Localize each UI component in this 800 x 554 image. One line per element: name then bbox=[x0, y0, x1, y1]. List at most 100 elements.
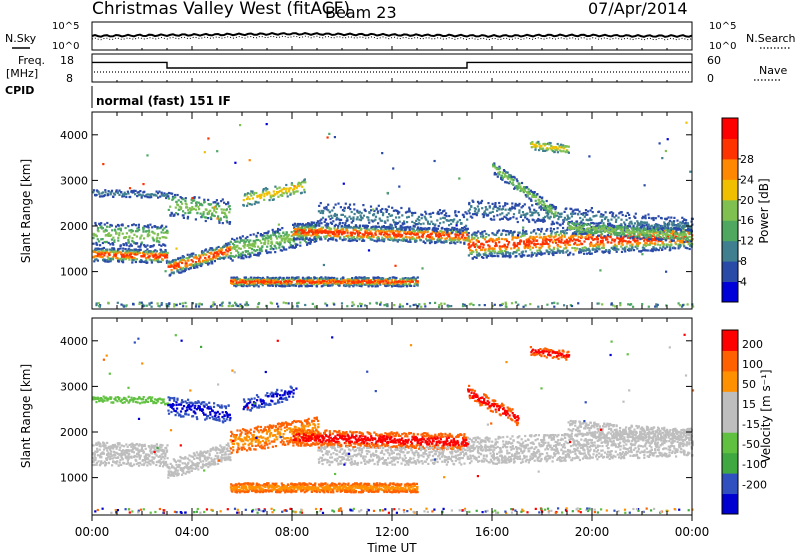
data-cell bbox=[440, 241, 443, 244]
data-cell bbox=[146, 233, 149, 236]
data-cell bbox=[177, 199, 180, 202]
data-cell bbox=[254, 242, 257, 245]
data-cell bbox=[647, 243, 650, 246]
data-cell bbox=[540, 227, 543, 230]
data-cell bbox=[334, 212, 337, 216]
data-cell bbox=[530, 231, 533, 234]
data-cell bbox=[136, 252, 139, 255]
data-cell bbox=[165, 231, 168, 234]
data-cell bbox=[146, 244, 149, 247]
data-cell bbox=[558, 249, 561, 252]
data-cell bbox=[454, 233, 457, 236]
data-cell bbox=[181, 261, 184, 265]
data-cell bbox=[334, 233, 337, 236]
data-cell bbox=[400, 228, 403, 231]
data-cell bbox=[631, 243, 634, 246]
data-cell bbox=[476, 200, 480, 203]
data-cell bbox=[395, 216, 398, 219]
data-cell bbox=[397, 231, 400, 234]
data-cell bbox=[102, 249, 105, 252]
data-cell bbox=[132, 190, 135, 193]
data-cell bbox=[413, 231, 416, 234]
data-cell bbox=[431, 236, 434, 239]
data-cell bbox=[217, 253, 220, 256]
data-cell bbox=[498, 165, 501, 168]
data-cell bbox=[266, 234, 269, 237]
data-cell bbox=[136, 230, 139, 233]
data-cell bbox=[283, 248, 286, 251]
data-cell bbox=[94, 223, 97, 226]
cpid-label: CPID bbox=[5, 84, 34, 97]
data-cell bbox=[228, 205, 231, 208]
data-cell bbox=[149, 252, 152, 255]
data-cell bbox=[257, 276, 260, 279]
site-title: Christmas Valley West (fitACF) bbox=[92, 0, 350, 19]
data-cell bbox=[457, 234, 460, 237]
data-cell bbox=[370, 209, 373, 212]
data-cell bbox=[316, 229, 319, 232]
data-cell bbox=[355, 284, 358, 287]
data-cell bbox=[186, 206, 189, 209]
data-cell bbox=[387, 205, 390, 208]
data-cell bbox=[535, 254, 538, 257]
data-cell bbox=[297, 277, 300, 280]
data-cell bbox=[396, 285, 399, 288]
data-cell bbox=[294, 284, 298, 287]
data-cell bbox=[250, 203, 253, 206]
data-cell bbox=[520, 187, 523, 190]
data-cell bbox=[372, 235, 375, 238]
data-cell bbox=[631, 247, 634, 250]
data-cell bbox=[265, 250, 268, 253]
data-cell bbox=[146, 235, 149, 238]
data-cell bbox=[408, 277, 411, 281]
data-cell bbox=[335, 218, 338, 221]
data-cell bbox=[379, 283, 382, 286]
data-cell bbox=[385, 236, 388, 239]
data-cell bbox=[144, 245, 147, 248]
data-cell bbox=[572, 209, 575, 212]
data-cell bbox=[506, 251, 510, 254]
data-cell bbox=[353, 208, 356, 211]
data-cell bbox=[481, 248, 484, 251]
data-cell bbox=[136, 195, 139, 198]
data-cell bbox=[249, 246, 252, 249]
data-cell bbox=[512, 183, 515, 186]
data-cell bbox=[240, 239, 243, 242]
data-cell bbox=[288, 187, 291, 190]
data-cell bbox=[409, 236, 412, 240]
data-cell bbox=[285, 276, 289, 279]
data-cell bbox=[588, 250, 591, 253]
data-cell bbox=[110, 224, 113, 227]
data-cell bbox=[172, 272, 175, 275]
data-cell bbox=[227, 202, 230, 205]
data-cell bbox=[384, 208, 387, 211]
data-cell bbox=[294, 185, 297, 188]
data-cell bbox=[125, 195, 128, 199]
data-cell bbox=[413, 239, 417, 243]
data-cell bbox=[285, 192, 288, 195]
data-cell bbox=[247, 253, 250, 256]
data-cell bbox=[254, 250, 257, 253]
data-cell bbox=[174, 206, 177, 209]
data-cell bbox=[533, 208, 536, 211]
data-cell bbox=[279, 281, 282, 284]
data-cell bbox=[510, 182, 513, 185]
data-cell bbox=[182, 210, 185, 213]
data-cell bbox=[669, 248, 672, 251]
data-cell bbox=[193, 199, 196, 202]
data-cell bbox=[154, 225, 157, 228]
data-cell bbox=[526, 191, 529, 194]
data-cell bbox=[352, 239, 355, 242]
data-cell bbox=[380, 280, 383, 283]
data-cell bbox=[459, 232, 462, 235]
data-cell bbox=[535, 243, 538, 246]
data-cell bbox=[420, 228, 424, 231]
data-cell bbox=[529, 210, 532, 213]
data-cell bbox=[271, 194, 274, 197]
data-cell bbox=[336, 228, 339, 231]
data-cell bbox=[667, 225, 670, 228]
data-cell bbox=[632, 230, 635, 233]
data-cell bbox=[460, 231, 463, 234]
data-cell bbox=[530, 251, 533, 254]
data-cell bbox=[604, 211, 607, 214]
